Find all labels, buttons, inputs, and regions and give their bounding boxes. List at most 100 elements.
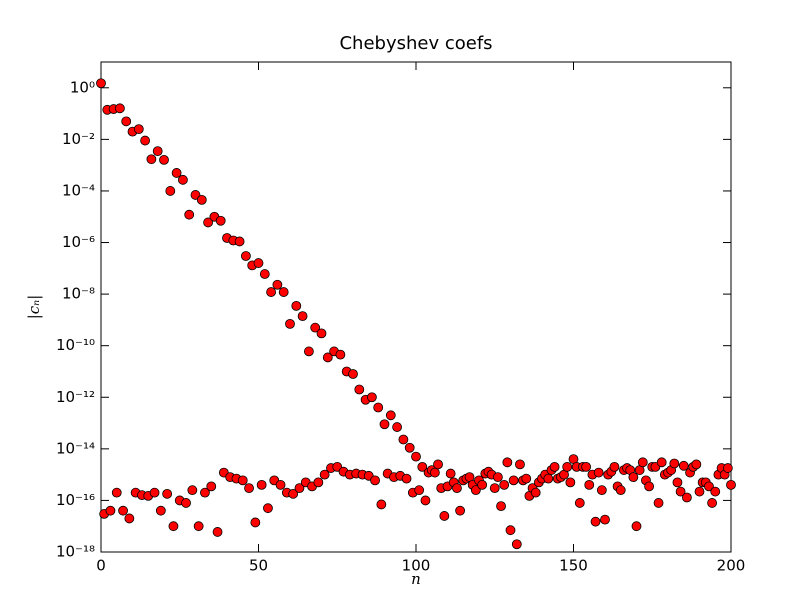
point [322,352,333,363]
point [452,483,462,494]
point [256,479,267,490]
point [373,402,384,413]
point [710,486,721,497]
point [291,300,302,311]
point [515,459,525,470]
point [470,485,481,496]
point [615,485,626,496]
point [206,481,217,492]
point [694,486,705,497]
y-axis-label: |cₙ| [25,295,43,320]
point [411,451,421,462]
point [429,467,440,478]
y-tick-label: 10⁻¹² [56,388,95,406]
point [707,498,717,508]
point [376,499,387,510]
point [177,174,188,185]
point [675,486,686,497]
point [401,473,412,484]
point [379,419,390,430]
point [313,477,324,488]
point [433,459,443,470]
point [637,457,648,468]
point [159,154,169,165]
point [181,498,191,508]
point [294,483,305,494]
point [244,483,254,494]
point [574,498,585,508]
point [250,517,261,528]
x-tick-label: 50 [249,557,268,575]
point [319,469,330,480]
point [124,513,135,524]
y-tick-label: 10⁻¹⁸ [56,543,95,561]
point [549,461,560,472]
point [370,475,380,486]
point [590,516,601,527]
point [511,539,522,550]
point [285,318,295,329]
point [310,322,321,333]
point [644,481,654,492]
x-tick-label: 150 [559,557,588,575]
x-tick-label: 0 [96,557,106,575]
point [505,525,516,536]
x-tick-label: 100 [402,557,431,575]
point [722,463,733,473]
point [234,236,245,247]
point [455,505,466,516]
point [316,328,327,339]
point [543,473,554,484]
point [496,501,506,512]
point [303,346,314,357]
point [726,479,736,490]
point [266,287,277,297]
y-tick-label: 10⁻¹⁰ [56,336,95,354]
point [562,461,573,472]
point [502,457,513,468]
point [398,434,409,445]
point [404,442,415,453]
point [596,485,607,496]
point [152,146,163,157]
point [184,209,195,220]
point [215,215,226,226]
x-axis-label: n [411,570,421,588]
point [263,503,273,514]
point [133,124,144,135]
y-tick-label: 10⁻¹⁴ [56,439,95,457]
point [168,521,179,532]
point [508,475,519,486]
point [669,458,680,469]
y-tick-label: 10⁻⁴ [62,181,95,199]
point [348,369,358,379]
point [115,103,125,114]
point [584,479,595,490]
point [445,468,456,479]
point [593,467,604,478]
x-tick-label: 200 [717,557,746,575]
point [414,485,425,496]
point [259,269,270,279]
point [237,475,248,486]
point [149,487,160,498]
point [278,287,289,297]
point [288,488,299,499]
y-tick-label: 10⁻⁶ [62,233,95,251]
point [628,472,639,483]
plot-frame [100,61,732,553]
point [155,505,166,516]
point [704,481,714,492]
point [140,135,151,146]
point [565,477,576,488]
point [335,349,346,360]
point [275,479,286,490]
point [187,485,198,496]
y-tick-label: 10⁻² [62,130,95,148]
point [581,461,591,472]
y-tick-label: 10⁻⁸ [62,285,95,303]
point [682,492,692,503]
point [121,116,132,127]
point [656,457,667,468]
